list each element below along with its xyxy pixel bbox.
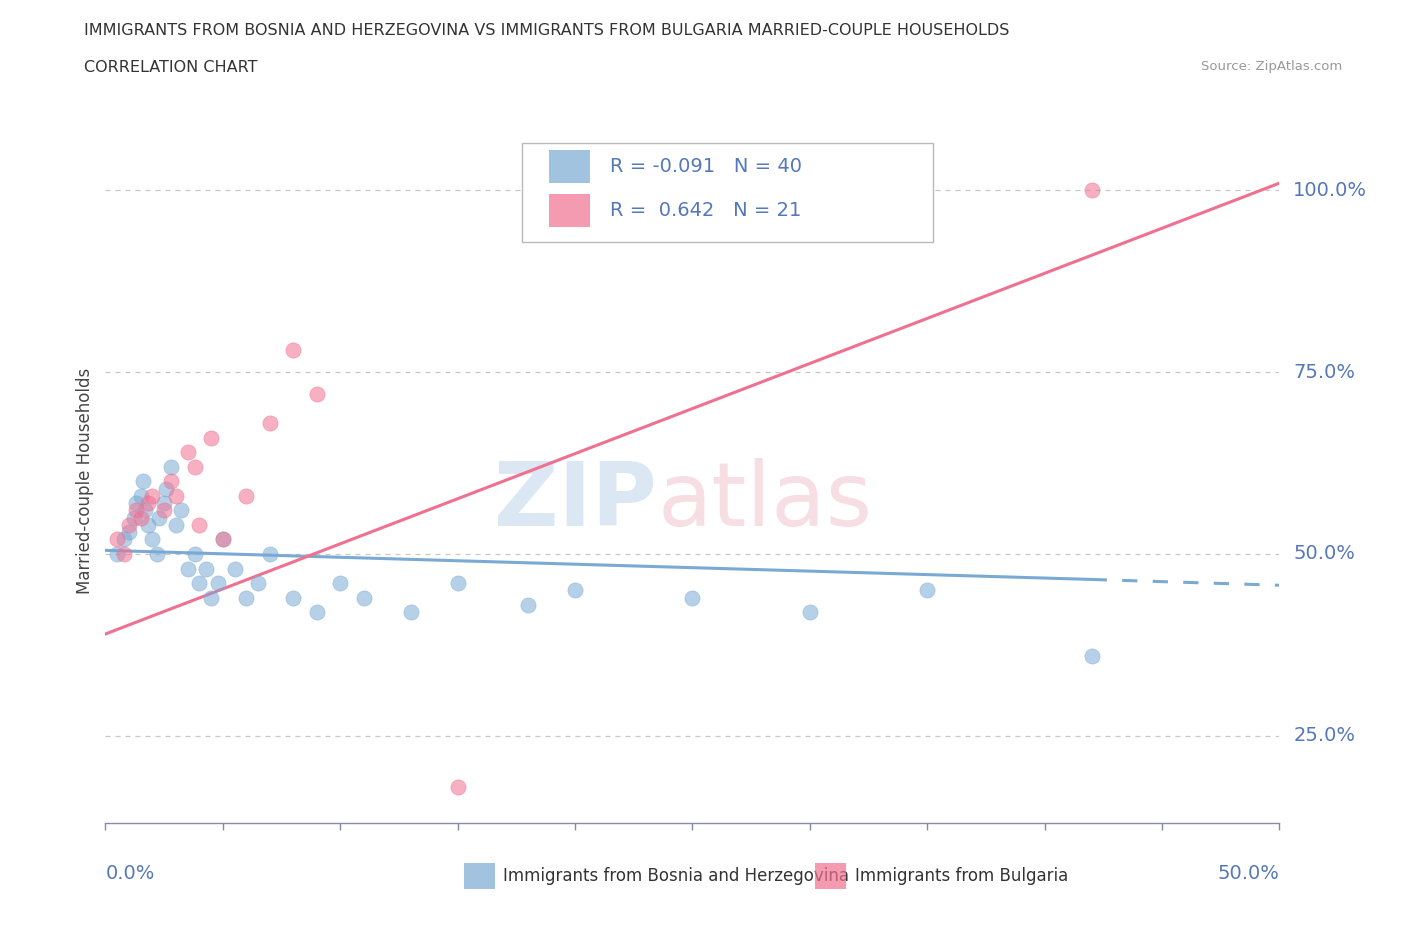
Point: [153, 496, 176, 511]
Point: [259, 416, 281, 431]
Point: [118, 525, 141, 539]
Point: [136, 517, 159, 532]
Text: atlas: atlas: [657, 458, 872, 545]
Text: 25.0%: 25.0%: [1294, 726, 1355, 745]
Point: [129, 511, 152, 525]
Text: Immigrants from Bulgaria: Immigrants from Bulgaria: [855, 867, 1069, 885]
Point: [305, 604, 328, 619]
Point: [153, 503, 176, 518]
Text: 50.0%: 50.0%: [1218, 864, 1279, 884]
Bar: [550, 151, 591, 183]
Point: [118, 517, 141, 532]
Text: CORRELATION CHART: CORRELATION CHART: [84, 60, 257, 75]
Point: [136, 496, 159, 511]
Point: [224, 561, 246, 576]
Point: [129, 488, 152, 503]
Point: [188, 517, 211, 532]
Point: [160, 459, 183, 474]
Point: [195, 561, 218, 576]
Point: [399, 604, 422, 619]
Text: R = -0.091   N = 40: R = -0.091 N = 40: [610, 157, 803, 177]
Text: 75.0%: 75.0%: [1294, 363, 1355, 381]
Point: [176, 561, 198, 576]
Point: [148, 511, 170, 525]
Point: [211, 532, 233, 547]
Point: [155, 481, 177, 496]
Point: [283, 343, 305, 358]
Point: [176, 445, 198, 459]
Point: [165, 517, 187, 532]
Point: [160, 474, 183, 489]
Point: [211, 532, 233, 547]
Point: [200, 431, 222, 445]
Point: [799, 604, 821, 619]
Point: [247, 576, 270, 591]
Point: [200, 591, 222, 605]
Text: 0.0%: 0.0%: [105, 864, 155, 884]
Point: [141, 488, 163, 503]
Point: [112, 547, 135, 562]
Point: [105, 532, 128, 547]
Point: [283, 591, 305, 605]
Point: [105, 547, 128, 562]
Point: [517, 597, 540, 612]
Point: [1080, 648, 1102, 663]
Point: [446, 576, 468, 591]
Y-axis label: Married-couple Households: Married-couple Households: [76, 368, 94, 594]
Text: ZIP: ZIP: [495, 458, 657, 545]
Bar: [550, 193, 591, 227]
Text: 100.0%: 100.0%: [1294, 181, 1368, 200]
Point: [207, 576, 229, 591]
Point: [132, 474, 155, 489]
Point: [681, 591, 703, 605]
Point: [134, 503, 156, 518]
Text: Immigrants from Bosnia and Herzegovina: Immigrants from Bosnia and Herzegovina: [503, 867, 849, 885]
FancyBboxPatch shape: [522, 143, 934, 242]
Text: 50.0%: 50.0%: [1294, 544, 1355, 564]
Point: [125, 496, 148, 511]
Point: [329, 576, 352, 591]
Point: [188, 576, 211, 591]
Point: [112, 532, 135, 547]
Point: [122, 511, 145, 525]
Point: [915, 583, 938, 598]
Point: [146, 547, 169, 562]
Text: Source: ZipAtlas.com: Source: ZipAtlas.com: [1202, 60, 1343, 73]
Point: [141, 532, 163, 547]
Point: [305, 387, 328, 402]
Point: [353, 591, 375, 605]
Point: [165, 488, 187, 503]
Point: [183, 459, 205, 474]
Text: R =  0.642   N = 21: R = 0.642 N = 21: [610, 201, 801, 219]
Point: [1080, 183, 1102, 198]
Point: [564, 583, 586, 598]
Point: [183, 547, 205, 562]
Point: [125, 503, 148, 518]
Point: [235, 488, 257, 503]
Point: [259, 547, 281, 562]
Point: [235, 591, 257, 605]
Point: [169, 503, 191, 518]
Text: IMMIGRANTS FROM BOSNIA AND HERZEGOVINA VS IMMIGRANTS FROM BULGARIA MARRIED-COUPL: IMMIGRANTS FROM BOSNIA AND HERZEGOVINA V…: [84, 23, 1010, 38]
Point: [446, 779, 468, 794]
